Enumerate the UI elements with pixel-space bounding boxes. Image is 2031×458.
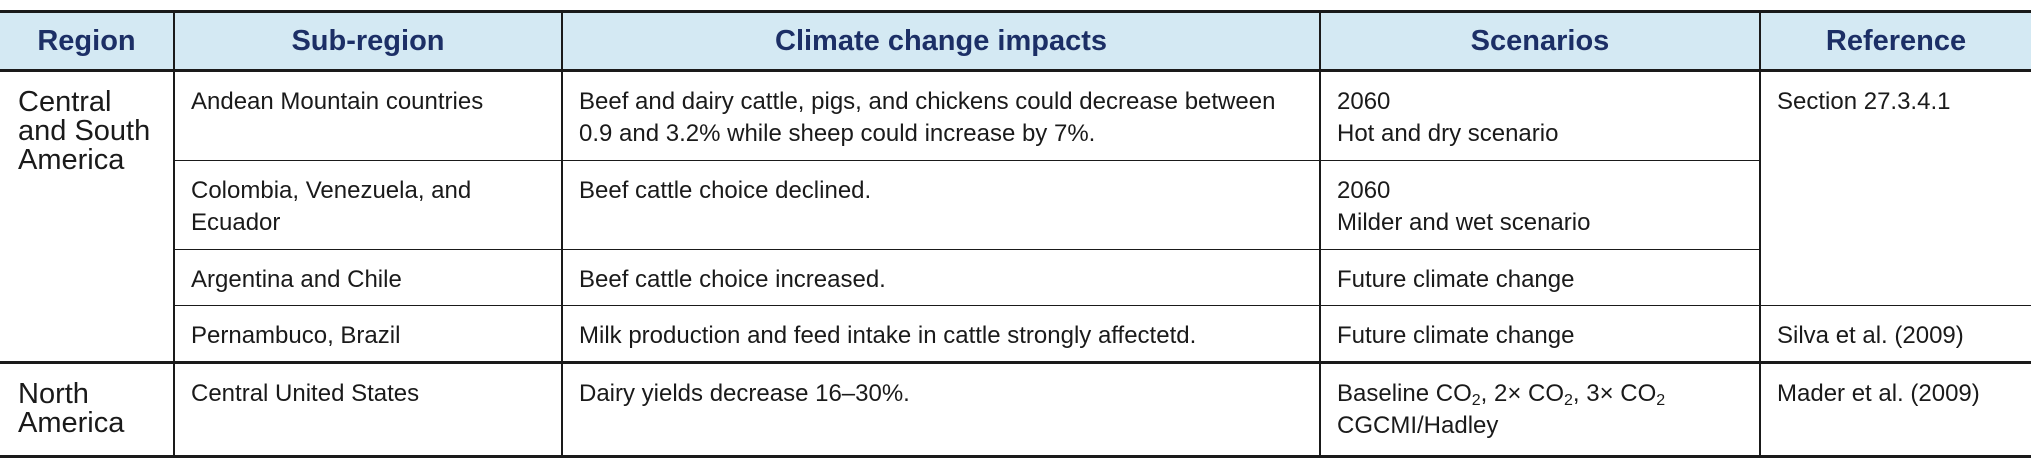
scenarios-text: 2060 [1337, 88, 1391, 115]
scenarios-cell: 2060 Milder and wet scenario [1319, 160, 1760, 250]
subregion-cell: Argentina and Chile [173, 249, 562, 306]
co2-subscript: 2 [1564, 392, 1573, 409]
header-scenarios: Scenarios [1319, 10, 1760, 72]
baseline-text: Baseline CO [1337, 380, 1472, 407]
subregion-cell: Andean Mountain countries [173, 70, 562, 161]
scenarios-cell: Baseline CO2, 2× CO2, 3× CO2 CGCMI/Hadle… [1319, 362, 1760, 458]
scenarios-text: CGCMI/Hadley [1337, 412, 1499, 439]
header-row: Region Sub-region Climate change impacts… [0, 10, 2031, 72]
subregion-cell: Colombia, Venezuela, and Ecuador [173, 160, 562, 250]
table-row: Central and South America Andean Mountai… [0, 70, 2031, 364]
scenarios-cell: Future climate change [1319, 305, 1760, 364]
table-row: Pernambuco, Brazil Milk production and f… [0, 305, 2031, 364]
table-row: Argentina and Chile Beef cattle choice i… [0, 249, 2031, 306]
region-text: America [18, 407, 125, 439]
region-cell: Central and South America [0, 70, 174, 364]
region-text: Central [18, 86, 112, 118]
scenarios-text: Baseline CO2, 2× CO2, 3× CO2 [1337, 378, 1743, 410]
region-text: and South [18, 115, 151, 147]
impacts-cell: Beef and dairy cattle, pigs, and chicken… [561, 70, 1320, 161]
subregion-cell: Central United States [173, 362, 562, 458]
impacts-cell: Beef cattle choice increased. [561, 249, 1320, 306]
table-row: Colombia, Venezuela, and Ecuador Beef ca… [0, 160, 2031, 250]
impacts-cell: Milk production and feed intake in cattl… [561, 305, 1320, 364]
climate-impacts-table: Region Sub-region Climate change impacts… [0, 10, 2031, 458]
co2-subscript: 2 [1471, 392, 1481, 409]
header-region: Region [0, 10, 174, 72]
scenarios-text: Hot and dry scenario [1337, 120, 1559, 147]
subregion-text: Ecuador [191, 209, 281, 236]
impacts-text: Beef and dairy cattle, pigs, and chicken… [579, 88, 1276, 115]
header-impacts: Climate change impacts [561, 10, 1320, 72]
header-reference: Reference [1759, 10, 2031, 72]
reference-cell: Silva et al. (2009) [1759, 305, 2031, 364]
scenarios-text: 2060 [1337, 177, 1391, 204]
triple-co2-text: , 3× CO [1572, 380, 1657, 407]
subregion-cell: Pernambuco, Brazil [173, 305, 562, 364]
scenarios-cell: 2060 Hot and dry scenario [1319, 70, 1760, 161]
reference-cell: Section 27.3.4.1 [1759, 70, 2031, 306]
table-row: North America Central United States Dair… [0, 362, 2031, 458]
scenarios-text: Milder and wet scenario [1337, 209, 1591, 236]
scenarios-cell: Future climate change [1319, 249, 1760, 306]
reference-cell: Mader et al. (2009) [1759, 362, 2031, 458]
region-text: America [18, 144, 125, 176]
region-cell: North America [0, 362, 174, 458]
impacts-text: 0.9 and 3.2% while sheep could increase … [579, 120, 1096, 147]
impacts-cell: Beef cattle choice declined. [561, 160, 1320, 250]
region-text: North [18, 378, 89, 410]
co2-subscript: 2 [1656, 392, 1666, 409]
subregion-text: Colombia, Venezuela, and [191, 177, 472, 204]
header-subregion: Sub-region [173, 10, 562, 72]
double-co2-text: , 2× CO [1480, 380, 1565, 407]
impacts-cell: Dairy yields decrease 16–30%. [561, 362, 1320, 458]
